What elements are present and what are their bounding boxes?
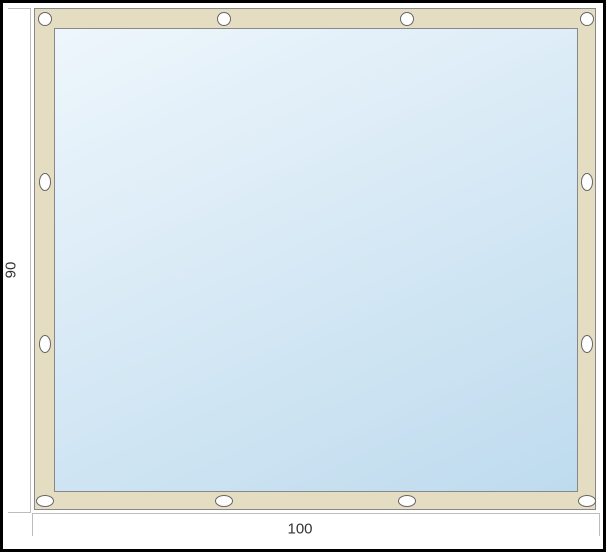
grommet [39, 335, 51, 353]
ruler-horizontal [32, 513, 600, 536]
grommet [581, 173, 593, 191]
ruler-vertical [8, 8, 31, 513]
tarp-panel [34, 8, 596, 510]
dimension-width-label: 100 [287, 521, 312, 538]
grommet [398, 495, 416, 507]
grommet [581, 335, 593, 353]
grommet [578, 495, 596, 507]
grommet [215, 495, 233, 507]
grommet [38, 12, 52, 26]
grommet [39, 173, 51, 191]
grommet [36, 495, 54, 507]
grommet [580, 12, 594, 26]
tarp-window [54, 28, 578, 492]
grommet [217, 12, 231, 26]
dimension-height-label: 90 [3, 262, 20, 279]
grommet [400, 12, 414, 26]
